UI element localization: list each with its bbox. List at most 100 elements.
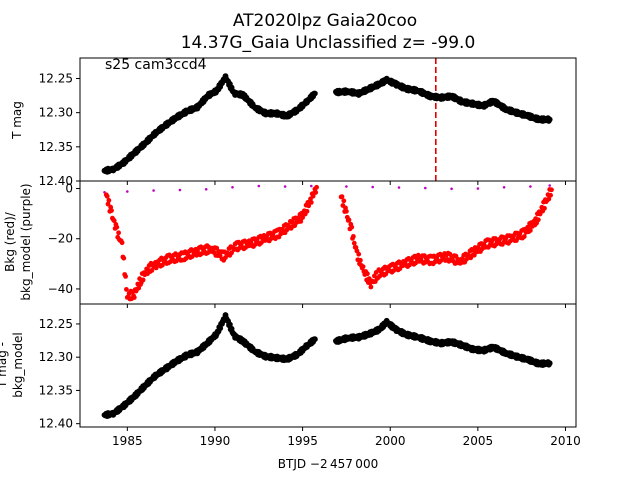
middle-data-point <box>124 287 129 292</box>
middle-data-point <box>424 186 427 190</box>
middle-data-point <box>121 255 127 261</box>
middle-data-point <box>339 194 345 200</box>
bottom-y-axis-label-line2: bkg_model <box>11 332 25 398</box>
middle-data-point <box>313 190 319 195</box>
middle-data-point <box>119 240 125 246</box>
middle-data-point <box>259 240 264 246</box>
middle-data-point <box>126 190 129 193</box>
middle-data-point <box>306 203 312 209</box>
top-y-tick-label: 12.25 <box>39 72 73 86</box>
x-axis-label: BTJD −2 457 000 <box>278 457 378 471</box>
middle-data-point <box>345 185 348 188</box>
middle-data-point <box>546 196 552 202</box>
middle-data-point <box>295 215 301 221</box>
middle-data-point <box>346 217 352 223</box>
middle-data-point <box>344 208 349 214</box>
middle-data-point <box>368 284 374 290</box>
middle-data-point <box>459 256 465 262</box>
top-y-tick-label: 12.40 <box>39 174 73 188</box>
top-y-axis-label: T mag <box>10 101 24 140</box>
bottom-plot-frame <box>79 303 577 428</box>
middle-data-point <box>314 184 319 190</box>
middle-y-tick-label: −40 <box>48 282 73 296</box>
top-series-0 <box>101 73 553 175</box>
middle-data-point <box>116 230 121 236</box>
middle-data-point <box>450 187 453 191</box>
middle-data-point <box>136 285 142 291</box>
middle-data-point <box>365 271 370 277</box>
chart-title-line1: AT2020lpz Gaia20coo <box>233 11 417 31</box>
bottom-data-point <box>312 336 318 343</box>
middle-data-point <box>149 268 155 273</box>
bottom-data-point <box>217 325 224 332</box>
middle-data-point <box>111 218 117 224</box>
middle-data-point <box>204 188 208 191</box>
middle-data-point <box>178 188 182 192</box>
middle-y-axis-label-line2: bkg_model (purple) <box>19 183 33 300</box>
bottom-y-axis-label-line1: T mag - <box>0 342 9 389</box>
chart-title-line2: 14.37G_Gaia Unclassified z= -99.0 <box>181 33 476 53</box>
bottom-data-point <box>546 360 553 367</box>
middle-data-point <box>360 264 366 269</box>
middle-data-point <box>351 240 357 246</box>
top-data-point <box>312 90 318 97</box>
x-tick-label: 1990 <box>200 434 231 448</box>
top-y-tick-label: 12.30 <box>39 106 73 120</box>
middle-data-point <box>349 224 355 230</box>
middle-data-point <box>304 208 310 214</box>
x-tick-label: 1995 <box>287 434 318 448</box>
middle-data-point <box>548 184 551 187</box>
middle-data-point <box>105 201 111 207</box>
middle-data-point <box>529 185 532 188</box>
middle-data-point <box>310 184 313 188</box>
top-data-point <box>546 116 553 123</box>
middle-data-point <box>341 198 347 204</box>
middle-data-point <box>549 187 554 193</box>
middle-data-point <box>298 219 304 224</box>
middle-series-0 <box>103 184 551 194</box>
x-tick-label: 1985 <box>112 434 143 448</box>
middle-data-point <box>283 185 287 188</box>
middle-data-point <box>502 186 506 189</box>
middle-data-point <box>542 205 547 211</box>
bottom-y-tick-label: 12.35 <box>39 383 73 397</box>
middle-data-point <box>528 228 533 233</box>
middle-data-point <box>535 217 541 223</box>
middle-data-point <box>229 250 235 256</box>
x-tick-label: 2000 <box>375 434 406 448</box>
middle-data-point <box>356 251 362 257</box>
middle-data-point <box>358 257 363 263</box>
panel-top-lightcurve: 12.25 12.30 12.35 12.40 <box>39 57 577 188</box>
middle-data-point <box>153 265 159 271</box>
middle-data-point <box>152 189 155 192</box>
middle-y-tick-label: −20 <box>48 232 73 246</box>
middle-data-point <box>109 208 114 214</box>
middle-data-point <box>231 186 234 189</box>
bottom-series-0 <box>101 312 553 419</box>
middle-data-point <box>525 224 531 230</box>
sector-camera-annotation: s25 cam3ccd4 <box>105 57 207 73</box>
middle-data-point <box>131 295 137 300</box>
middle-series-1 <box>103 184 554 302</box>
panel-bottom-corrected: 12.25 12.30 12.35 12.40 1985 1990 1995 2000 2005… <box>39 303 581 448</box>
panel-middle-background: 0 −20 −40 <box>48 180 577 308</box>
middle-data-point <box>140 277 146 283</box>
middle-data-point <box>123 274 128 279</box>
middle-data-point <box>397 186 401 189</box>
middle-data-point <box>351 234 356 239</box>
bottom-y-tick-label: 12.40 <box>39 417 73 431</box>
x-tick-label: 2005 <box>463 434 494 448</box>
middle-data-point <box>521 234 527 239</box>
middle-y-axis-label-line1: Bkg (red)/ <box>3 211 17 272</box>
middle-data-point <box>106 198 112 203</box>
middle-data-point <box>371 185 375 189</box>
middle-data-point <box>383 271 389 277</box>
middle-data-point <box>257 184 261 188</box>
top-plot-frame <box>79 57 577 182</box>
middle-data-point <box>104 193 110 199</box>
top-y-tick-label: 12.35 <box>39 140 73 154</box>
bottom-y-tick-label: 12.25 <box>39 317 73 331</box>
middle-data-point <box>308 200 314 205</box>
middle-y-tick-label: 0 <box>65 182 73 196</box>
